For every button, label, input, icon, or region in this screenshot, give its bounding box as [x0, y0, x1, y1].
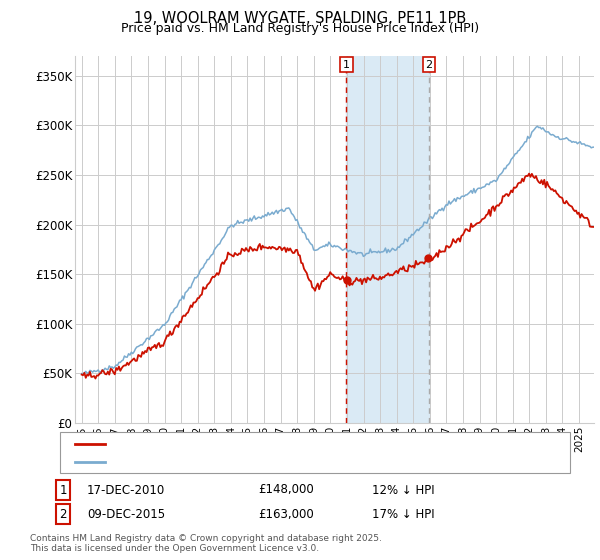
- Text: £148,000: £148,000: [258, 483, 314, 497]
- Text: 2: 2: [59, 507, 67, 521]
- Text: 19, WOOLRAM WYGATE, SPALDING, PE11 1PB: 19, WOOLRAM WYGATE, SPALDING, PE11 1PB: [134, 11, 466, 26]
- Text: Price paid vs. HM Land Registry's House Price Index (HPI): Price paid vs. HM Land Registry's House …: [121, 22, 479, 35]
- Text: 17% ↓ HPI: 17% ↓ HPI: [372, 507, 434, 521]
- Text: Contains HM Land Registry data © Crown copyright and database right 2025.
This d: Contains HM Land Registry data © Crown c…: [30, 534, 382, 553]
- Text: HPI: Average price, detached house, South Holland: HPI: Average price, detached house, Sout…: [111, 457, 396, 467]
- Bar: [346, 56, 429, 423]
- Text: 2: 2: [425, 60, 433, 69]
- Text: 17-DEC-2010: 17-DEC-2010: [87, 483, 165, 497]
- Text: 19, WOOLRAM WYGATE, SPALDING, PE11 1PB (detached house): 19, WOOLRAM WYGATE, SPALDING, PE11 1PB (…: [111, 439, 466, 449]
- Text: £163,000: £163,000: [258, 507, 314, 521]
- Text: 1: 1: [59, 483, 67, 497]
- Text: 12% ↓ HPI: 12% ↓ HPI: [372, 483, 434, 497]
- Text: 09-DEC-2015: 09-DEC-2015: [87, 507, 165, 521]
- Text: 1: 1: [343, 60, 350, 69]
